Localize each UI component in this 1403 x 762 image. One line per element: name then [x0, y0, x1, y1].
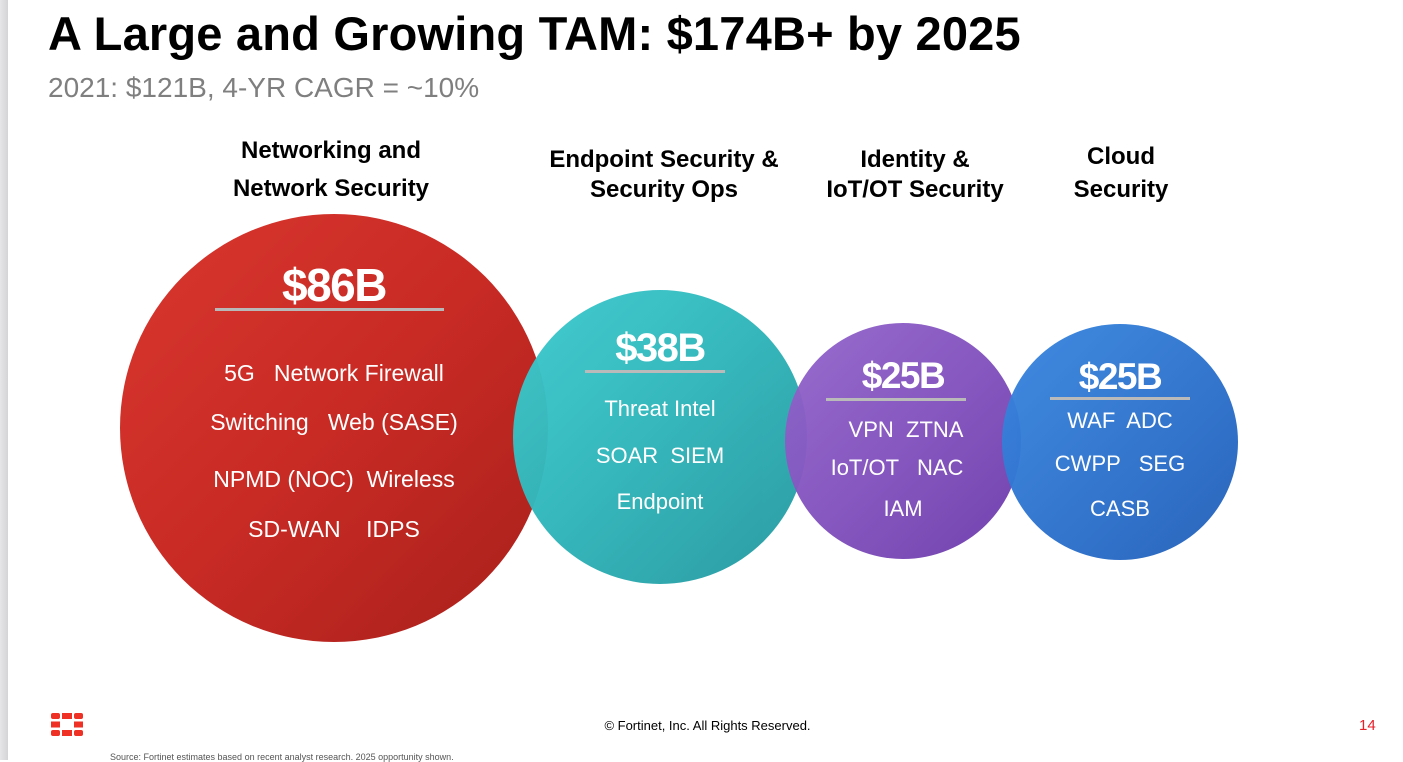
- category-line: Security Ops: [589, 176, 739, 203]
- bubble-item-line: IAM: [883, 496, 923, 521]
- bubble-networking: $86B 5G Network Firewall Switching Web (…: [120, 214, 548, 642]
- category-line: IoT/OT Security: [826, 176, 1004, 203]
- category-line: Network Security: [232, 175, 430, 202]
- bubble-item-line: WAF ADC: [1067, 408, 1173, 433]
- bubble-item-line: 5G Network Firewall: [224, 360, 444, 386]
- slide-title: A Large and Growing TAM: $174B+ by 2025: [48, 7, 1021, 60]
- bubble-item-line: Endpoint: [616, 489, 704, 514]
- category-identity: Identity & IoT/OT Security: [826, 143, 1003, 207]
- bubble-item-line: VPN ZTNA: [848, 417, 964, 442]
- bubble-value: $86B: [282, 259, 387, 311]
- source-note: Source: Fortinet estimates based on rece…: [110, 752, 454, 762]
- category-line: Networking and: [240, 137, 422, 164]
- slide-left-edge: [0, 0, 8, 760]
- bubble-item-line: SOAR SIEM: [595, 443, 725, 468]
- page-number: 14: [1359, 717, 1376, 734]
- category-line: Security: [1073, 176, 1169, 203]
- value-divider: [215, 308, 444, 311]
- bubble-endpoint: $38B Threat Intel SOAR SIEM Endpoint: [513, 290, 807, 584]
- bubble-item-line: CASB: [1090, 496, 1150, 521]
- bubble-item-line: IoT/OT NAC: [830, 455, 964, 480]
- value-divider: [1050, 397, 1190, 400]
- category-cloud: Cloud Security: [1074, 140, 1169, 207]
- bubble-value: $38B: [615, 326, 706, 370]
- bubble-value: $25B: [861, 355, 946, 396]
- category-networking: Networking and Network Security: [233, 134, 429, 206]
- bubble-item-line: SD-WAN IDPS: [248, 516, 420, 542]
- category-line: Cloud: [1087, 143, 1155, 170]
- category-endpoint: Endpoint Security & Security Ops: [549, 143, 778, 207]
- bubble-item-line: Threat Intel: [604, 396, 716, 421]
- copyright-text: © Fortinet, Inc. All Rights Reserved.: [604, 718, 811, 733]
- bubble-item-line: Switching Web (SASE): [210, 409, 458, 435]
- fortinet-logo-icon: [51, 713, 83, 736]
- bubble-item-line: NPMD (NOC) Wireless: [213, 466, 455, 492]
- bubble-identity: $25B VPN ZTNA IoT/OT NAC IAM: [785, 323, 1021, 559]
- bubble-item-line: CWPP SEG: [1054, 451, 1186, 476]
- value-divider: [826, 398, 966, 401]
- category-line: Endpoint Security &: [549, 146, 779, 173]
- bubble-cloud: $25B WAF ADC CWPP SEG CASB: [1002, 324, 1238, 560]
- value-divider: [585, 370, 725, 373]
- category-line: Identity &: [860, 146, 970, 173]
- slide-subtitle: 2021: $121B, 4-YR CAGR = ~10%: [48, 72, 480, 103]
- bubble-value: $25B: [1078, 356, 1163, 397]
